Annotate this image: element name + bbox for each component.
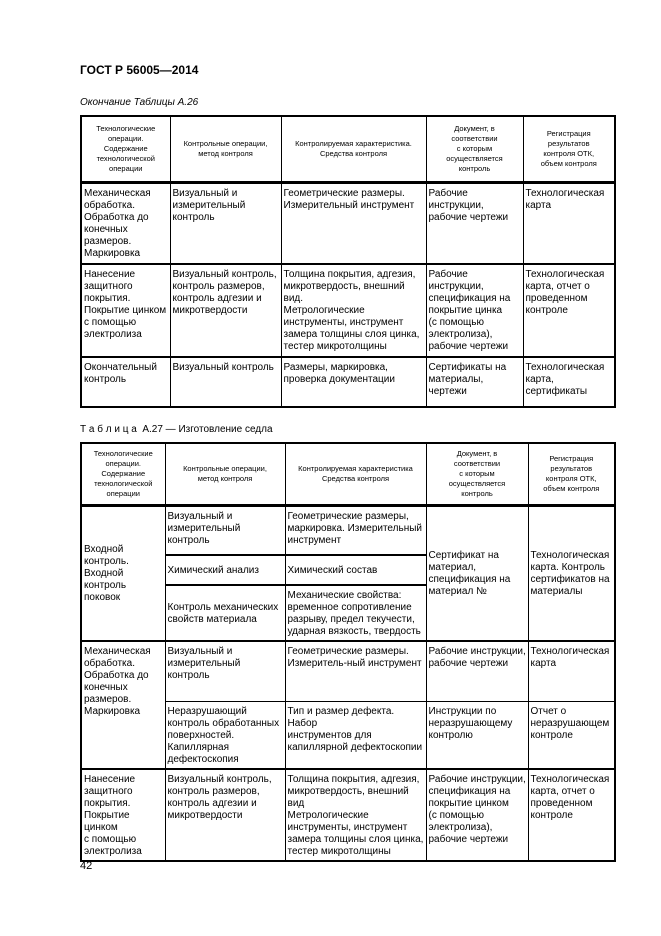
- header-cell: Контролируемая характеристика. Средства …: [280, 115, 427, 183]
- table-a27: Технологические операции. Содержание тех…: [80, 442, 616, 862]
- table-header-row: Технологические операции. Содержание тех…: [80, 442, 616, 506]
- table-cell: Геометрические размеры. Измеритель-ный и…: [284, 640, 427, 702]
- table-cell: Нанесение защитного покрытия. Покрытие ц…: [80, 263, 171, 358]
- table-cell: Химический состав: [284, 554, 427, 586]
- table-cell: Механическая обработка. Обработка до кон…: [80, 640, 166, 769]
- header-cell: Регистрация результатов контроля ОТК, об…: [522, 115, 616, 183]
- table-row: Механическая обработка. Обработка до кон…: [80, 181, 616, 265]
- table-cell: Технологическая карта, отчет о проведенн…: [527, 768, 616, 861]
- table-cell: Визуальный и измерительный контроль: [164, 504, 286, 556]
- table-row: Неразрушающий контроль обработанных пове…: [81, 700, 616, 769]
- table-cell: Технологическая карта, отчет о проведенн…: [522, 263, 616, 358]
- table-cell: Визуальный контроль, контроль размеров, …: [164, 768, 286, 861]
- table-cell: Технологическая карта, сертификаты: [522, 356, 616, 408]
- table-cell: Рабочие инструкции, рабочие чертежи: [425, 640, 529, 702]
- table-cell: Толщина покрытия, адгезия, микротвердост…: [280, 263, 427, 358]
- header-cell: Технологические операции. Содержание тех…: [80, 115, 171, 183]
- header-cell: Документ, в соответствии с которым осуще…: [425, 442, 529, 506]
- table-cell: Размеры, маркировка, проверка документац…: [280, 356, 427, 408]
- table-cell: Отчет о неразрушающем контроле: [527, 700, 616, 769]
- header-cell: Технологические операции. Содержание тех…: [80, 442, 166, 506]
- table-cell: Химический анализ: [164, 554, 286, 586]
- table-cell: Визуальный и измерительный контроль: [164, 640, 286, 702]
- table-cell: Входной контроль. Входной контроль поков…: [80, 504, 166, 642]
- table-cell: Рабочие инструкции, рабочие чертежи: [425, 181, 524, 265]
- table-cell: Механическая обработка. Обработка до кон…: [80, 181, 171, 265]
- table-row: Контроль механических свойств материала …: [81, 584, 615, 642]
- table-cell: Геометрические размеры. Измерительный ин…: [280, 181, 427, 265]
- table-cell: Инструкции по неразрушающему контролю: [425, 700, 529, 769]
- table-row: Химический анализ Химический состав: [81, 554, 615, 586]
- table-cell: Окончательный контроль: [80, 356, 171, 408]
- table-row: Механическая обработка. Обработка до кон…: [80, 640, 616, 769]
- table-cell: Технологическая карта: [522, 181, 616, 265]
- table-cell: Тип и размер дефекта. Набор инструментов…: [284, 700, 427, 769]
- header-cell: Контролируемая характеристика Средства к…: [284, 442, 427, 506]
- table-cell: Рабочие инструкции, спецификация на покр…: [425, 768, 529, 861]
- table-cell: Геометрические размеры, маркировка. Изме…: [284, 504, 427, 556]
- table-row: Нанесение защитного покрытия. Покрытие ц…: [80, 768, 616, 861]
- table-cell: Технологическая карта. Контроль сертифик…: [527, 504, 616, 642]
- header-cell: Контрольные операции, метод контроля: [164, 442, 286, 506]
- table-cell: Контроль механических свойств материала: [164, 584, 286, 642]
- table-cell: Рабочие инструкции, спецификация на покр…: [425, 263, 524, 358]
- table-row: Окончательный контроль Визуальный контро…: [80, 356, 616, 408]
- table-cell: Нанесение защитного покрытия. Покрытие ц…: [80, 768, 166, 861]
- table-cell: Неразрушающий контроль обработанных пове…: [164, 700, 286, 769]
- table-cell: Технологическая карта: [527, 640, 616, 702]
- table-cell: Визуальный контроль, контроль размеров, …: [169, 263, 282, 358]
- header-cell: Регистрация результатов контроля ОТК, об…: [527, 442, 616, 506]
- header-cell: Контрольные операции, метод контроля: [169, 115, 282, 183]
- table-cell: Визуальный контроль: [169, 356, 282, 408]
- table-cell: Сертификат на материал, спецификация на …: [425, 504, 529, 642]
- table-cell: Механические свойства: временное сопроти…: [284, 584, 427, 642]
- table-header-row: Технологические операции. Содержание тех…: [80, 115, 616, 183]
- table-cell: Сертификаты на материалы, чертежи: [425, 356, 524, 408]
- document-header: ГОСТ Р 56005—2014: [80, 63, 199, 77]
- table-a26-end: Технологические операции. Содержание тех…: [80, 115, 616, 408]
- table1-caption: Окончание Таблицы А.26: [80, 97, 199, 108]
- header-cell: Документ, в соответствии с которым осуще…: [425, 115, 524, 183]
- table-cell: Визуальный и измерительный контроль: [169, 181, 282, 265]
- table-cell: Толщина покрытия, адгезия, микротвердост…: [284, 768, 427, 861]
- table-row: Входной контроль. Входной контроль поков…: [80, 504, 616, 642]
- table-row: Нанесение защитного покрытия. Покрытие ц…: [80, 263, 616, 358]
- page-number: 42: [80, 860, 93, 872]
- table2-caption: Т а б л и ц а А.27 — Изготовление седла: [80, 424, 273, 435]
